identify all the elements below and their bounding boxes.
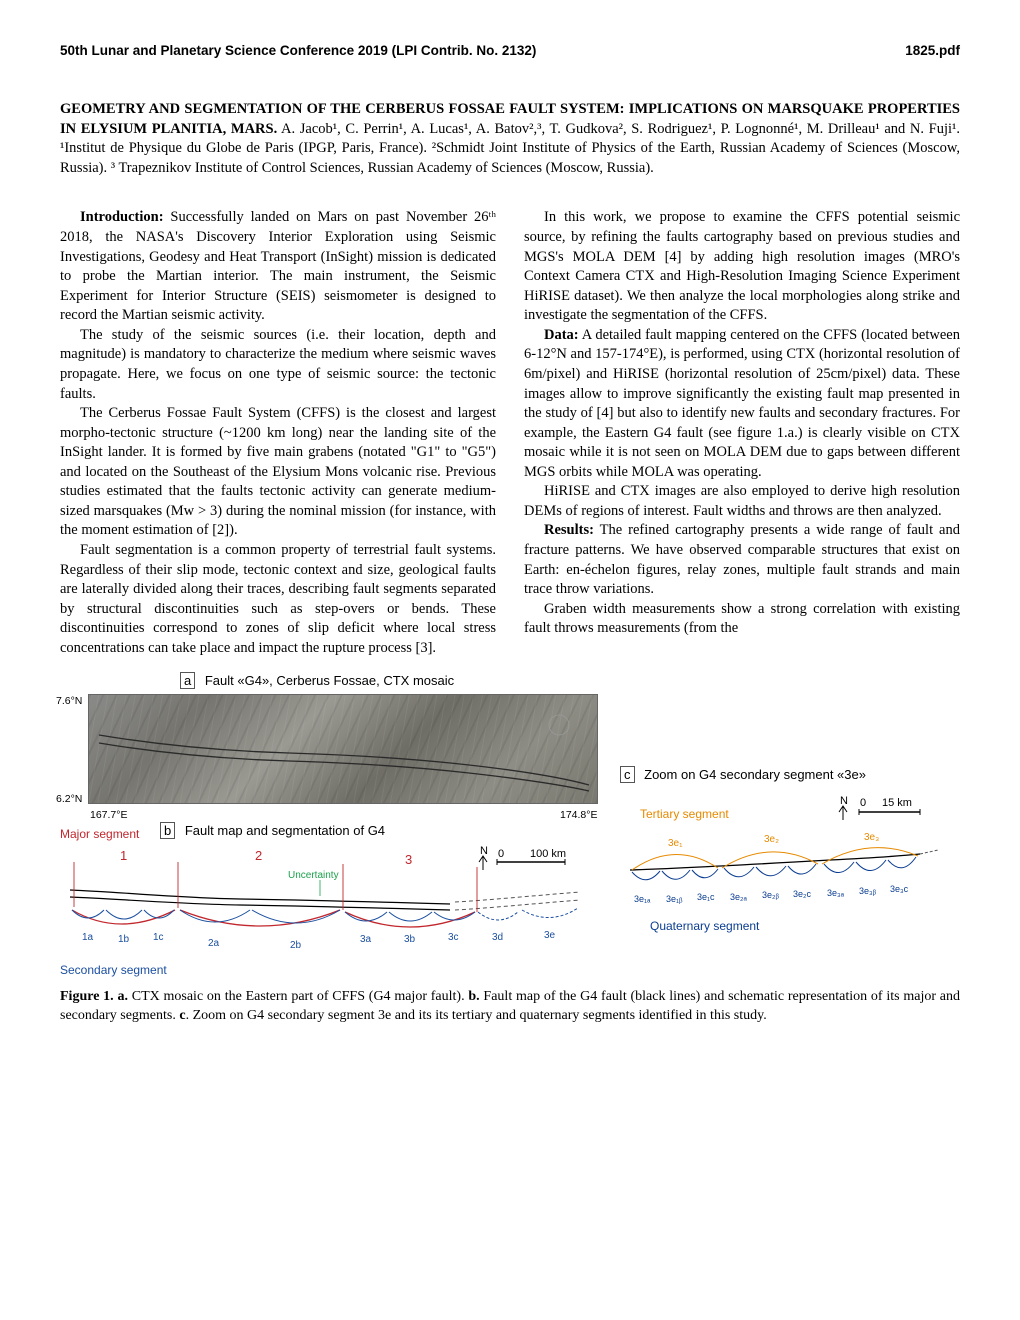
svg-text:3c: 3c [448,932,459,943]
svg-text:3e₂c: 3e₂c [793,889,812,899]
svg-text:3e₂ₐ: 3e₂ₐ [730,892,748,902]
x-axis-left: 167.7°E [90,808,127,822]
tertiary-label: Tertiary segment [640,807,729,821]
svg-text:0: 0 [860,797,866,809]
svg-text:2b: 2b [290,940,302,951]
svg-text:2a: 2a [208,938,220,949]
secondary-segment-label: Secondary segment [60,962,600,978]
ctx-mosaic-image [88,694,598,804]
svg-text:3e₃c: 3e₃c [890,884,909,894]
svg-text:3b: 3b [404,934,416,945]
svg-text:3e: 3e [544,930,556,941]
panel-b-label: b [160,822,175,839]
header-left: 50th Lunar and Planetary Science Confere… [60,42,536,60]
svg-text:1c: 1c [153,932,164,943]
panel-b-title: Fault map and segmentation of G4 [185,823,385,838]
svg-text:0: 0 [498,848,504,860]
intro-p1: Successfully landed on Mars on past Nove… [60,209,496,323]
results-heading: Results: [544,522,594,538]
y-axis-top: 7.6°N [56,694,82,708]
svg-text:3e₁ₐ: 3e₁ₐ [634,894,651,904]
svg-text:2: 2 [255,848,262,863]
fault-map-b: N 0 100 km Uncertainty [60,842,600,962]
svg-text:1: 1 [120,848,127,863]
running-header: 50th Lunar and Planetary Science Confere… [60,42,960,60]
title-block: GEOMETRY AND SEGMENTATION OF THE CERBERU… [60,100,960,178]
right-p3: HiRISE and CTX images are also employed … [524,482,960,521]
left-column: Introduction: Successfully landed on Mar… [60,208,496,658]
svg-text:3d: 3d [492,932,503,943]
header-right: 1825.pdf [905,42,960,60]
data-heading: Data: [544,327,579,343]
svg-text:3e₁c: 3e₁c [697,892,715,902]
svg-text:3a: 3a [360,934,372,945]
y-axis-bot: 6.2°N [56,792,82,806]
svg-text:3e₁: 3e₁ [668,838,683,849]
right-p1: In this work, we propose to examine the … [524,208,960,325]
panel-c-diagram: N 0 15 km Tertiary segment 3e₁ 3e₂ 3e₃ [620,790,940,940]
panel-a-label: a [180,672,195,689]
two-column-body: Introduction: Successfully landed on Mar… [60,208,960,658]
figure-caption: Figure 1. a. CTX mosaic on the Eastern p… [60,988,960,1026]
panel-c-label: c [620,766,635,783]
panel-c-title: Zoom on G4 secondary segment «3e» [644,767,866,782]
svg-text:3e₂ᵦ: 3e₂ᵦ [762,890,780,900]
intro-heading: Introduction: [80,209,164,225]
svg-text:N: N [840,795,848,807]
quaternary-label: Quaternary segment [650,919,760,933]
svg-text:15 km: 15 km [882,797,912,809]
panel-c: c Zoom on G4 secondary segment «3e» N 0 … [620,672,960,946]
svg-text:3e₃ᵦ: 3e₃ᵦ [859,886,877,896]
intro-p2: The study of the seismic sources (i.e. t… [60,326,496,404]
right-column: In this work, we propose to examine the … [524,208,960,658]
svg-text:3e₃: 3e₃ [864,832,879,843]
svg-text:3: 3 [405,852,412,867]
x-axis-right: 174.8°E [560,808,597,822]
data-p: A detailed fault mapping centered on the… [524,327,960,480]
svg-text:3e₂: 3e₂ [764,834,779,845]
svg-text:3e₁ᵦ: 3e₁ᵦ [666,894,683,904]
intro-p4: Fault segmentation is a common property … [60,541,496,658]
intro-p3: The Cerberus Fossae Fault System (CFFS) … [60,404,496,541]
panel-a-title: Fault «G4», Cerberus Fossae, CTX mosaic [205,673,454,688]
scale-b-label: 100 km [530,848,566,860]
right-p5: Graben width measurements show a strong … [524,600,960,639]
figure-1: a Fault «G4», Cerberus Fossae, CTX mosai… [60,672,960,1026]
svg-text:1a: 1a [82,932,94,943]
major-segment-label: Major segment [60,822,160,842]
svg-text:1b: 1b [118,934,130,945]
uncertainty-label: Uncertainty [288,870,339,881]
north-label-b: N [480,845,488,857]
svg-text:3e₃ₐ: 3e₃ₐ [827,888,845,898]
